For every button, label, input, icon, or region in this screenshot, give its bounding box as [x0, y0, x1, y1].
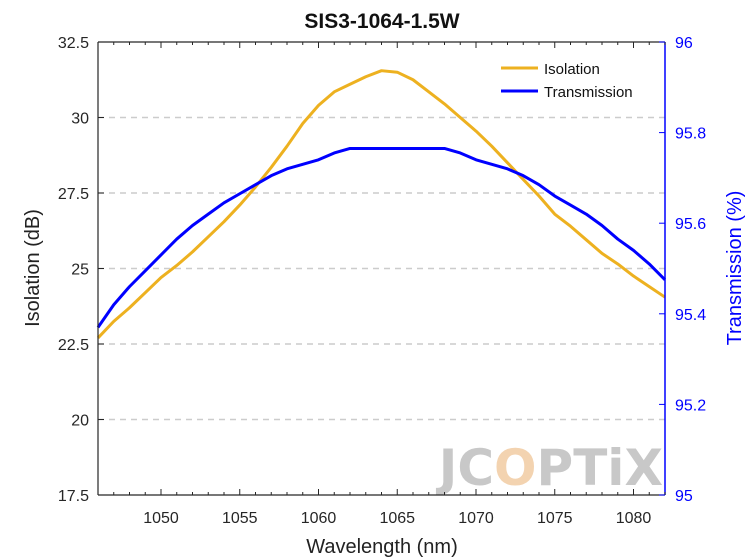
y-right-tick-label: 95.8: [675, 126, 706, 143]
chart-title: SIS3-1064-1.5W: [304, 10, 459, 33]
x-tick-label: 1070: [458, 510, 494, 527]
x-tick-label: 1060: [301, 510, 337, 527]
y-left-tick-label: 25: [71, 262, 89, 279]
y-left-tick-label: 32.5: [58, 35, 89, 52]
y-axis-right-label: Transmission (%): [724, 191, 746, 346]
watermark-part-1: JC: [436, 439, 494, 497]
y-left-tick-label: 30: [71, 111, 89, 128]
y-right-tick-label: 95.2: [675, 397, 706, 414]
x-tick-label: 1080: [616, 510, 652, 527]
x-tick-label: 1065: [379, 510, 415, 527]
series-line-transmission: [96, 146, 667, 329]
y-left-tick-label: 20: [71, 413, 89, 430]
watermark: JCOPTiX: [436, 439, 663, 497]
watermark-text: JCOPTiX: [436, 439, 663, 497]
legend: Isolation Transmission: [501, 61, 633, 101]
y-right-tick-label: 95: [675, 488, 693, 505]
y-left-tick-label: 22.5: [58, 337, 89, 354]
watermark-part-2: O: [494, 439, 537, 497]
x-tick-label: 1055: [222, 510, 258, 527]
y-right-tick-label: 95.4: [675, 307, 706, 324]
legend-label-transmission: Transmission: [544, 84, 633, 101]
axes: 1050 1055 1060 1065 1070 1075 1080 17.5 20 22.5 25…: [58, 35, 706, 527]
y-axis-left-label: Isolation (dB): [22, 209, 44, 327]
watermark-part-3: PTiX: [537, 439, 663, 497]
y-right-tick-label: 95.6: [675, 216, 706, 233]
plot-area: [98, 42, 665, 495]
series-line-isolation: [96, 69, 666, 339]
x-tick-label: 1075: [537, 510, 573, 527]
x-tick-label: 1050: [143, 510, 179, 527]
y-left-tick-label: 17.5: [58, 488, 89, 505]
series-layer: [96, 69, 667, 339]
y-right-tick-label: 96: [675, 35, 693, 52]
y-left-tick-label: 27.5: [58, 186, 89, 203]
x-axis-label: Wavelength (nm): [306, 536, 458, 558]
legend-label-isolation: Isolation: [544, 61, 600, 78]
